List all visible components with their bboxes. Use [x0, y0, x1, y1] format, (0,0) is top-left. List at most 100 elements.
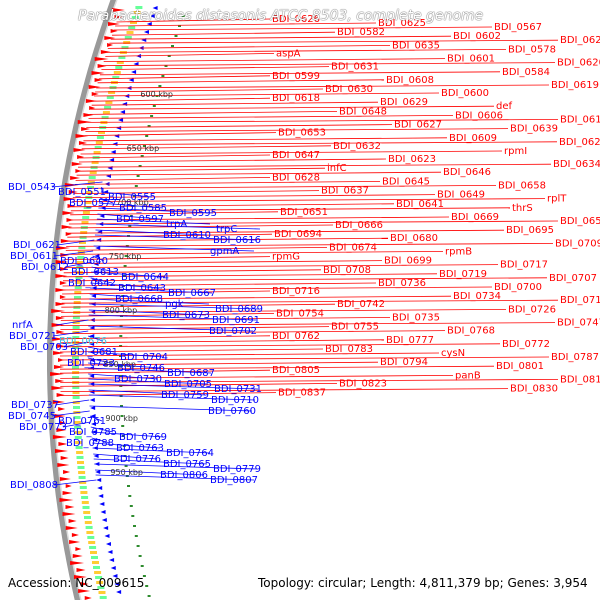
forward-gene-label[interactable]: BDI_0582: [337, 27, 385, 38]
reverse-gene-label[interactable]: BDI_0710: [211, 395, 259, 406]
forward-gene-label[interactable]: BDI_0651: [280, 207, 328, 218]
forward-gene-label[interactable]: thrS: [512, 203, 533, 214]
reverse-gene-label[interactable]: gpmA: [210, 246, 239, 257]
reverse-gene-label[interactable]: BDI_0668: [115, 294, 163, 305]
forward-gene-label[interactable]: BDI_0649: [437, 190, 485, 201]
reverse-gene-label[interactable]: BDI_0681: [70, 347, 118, 358]
reverse-gene-label[interactable]: BDI_0611: [10, 251, 58, 262]
forward-gene-label[interactable]: BDI_0837: [278, 388, 326, 399]
forward-gene-label[interactable]: BDI_0694: [274, 229, 322, 240]
forward-gene-label[interactable]: BDI_0601: [447, 54, 495, 65]
forward-gene-label[interactable]: BDI_0624: [560, 35, 600, 46]
forward-gene-label[interactable]: BDI_0631: [331, 62, 379, 73]
forward-gene-label[interactable]: rpmG: [272, 252, 300, 263]
forward-gene-label[interactable]: BDI_0762: [272, 331, 320, 342]
forward-gene-label[interactable]: BDI_0711: [560, 295, 600, 306]
forward-gene-label[interactable]: BDI_0814: [560, 374, 600, 385]
forward-gene-label[interactable]: BDI_0674: [329, 242, 377, 253]
reverse-gene-label[interactable]: BDI_0643: [118, 283, 166, 294]
reverse-gene-label[interactable]: BDI_0577: [69, 198, 117, 209]
forward-gene-label[interactable]: BDI_0584: [502, 67, 550, 78]
forward-gene-label[interactable]: def: [496, 101, 513, 112]
reverse-gene-label[interactable]: BDI_0731: [214, 384, 262, 395]
forward-gene-label[interactable]: BDI_0772: [502, 339, 550, 350]
forward-gene-label[interactable]: BDI_0567: [494, 22, 542, 33]
reverse-gene-label[interactable]: BDI_0761: [58, 416, 106, 427]
reverse-gene-label[interactable]: BDI_0610: [163, 230, 211, 241]
reverse-gene-label[interactable]: BDI_0691: [212, 315, 260, 326]
reverse-gene-label[interactable]: trpA: [166, 219, 187, 230]
reverse-gene-label[interactable]: BDI_0642: [68, 278, 116, 289]
forward-gene-label[interactable]: BDI_0666: [335, 220, 383, 231]
reverse-gene-label[interactable]: BDI_0807: [210, 475, 258, 486]
forward-gene-label[interactable]: BDI_0658: [498, 180, 546, 191]
reverse-gene-label[interactable]: nrfA: [12, 320, 33, 331]
forward-gene-label[interactable]: BDI_0719: [439, 269, 487, 280]
forward-gene-label[interactable]: BDI_0768: [447, 326, 495, 337]
forward-gene-label[interactable]: BDI_0659: [560, 216, 600, 227]
forward-gene-label[interactable]: BDI_0626: [272, 14, 320, 25]
reverse-gene-label[interactable]: BDI_0676: [59, 336, 107, 347]
forward-gene-label[interactable]: BDI_0635: [392, 40, 440, 51]
forward-gene-label[interactable]: BDI_0742: [337, 299, 385, 310]
reverse-gene-label[interactable]: BDI_0806: [160, 470, 208, 481]
forward-gene-label[interactable]: rpmI: [504, 146, 527, 157]
forward-gene-label[interactable]: BDI_0617: [560, 114, 600, 125]
forward-gene-label[interactable]: BDI_0602: [453, 31, 501, 42]
reverse-gene-label[interactable]: BDI_0640: [60, 256, 108, 267]
reverse-gene-label[interactable]: BDI_0769: [119, 432, 167, 443]
reverse-gene-label[interactable]: BDI_0673: [162, 310, 210, 321]
forward-gene-label[interactable]: BDI_0707: [549, 273, 597, 284]
forward-gene-label[interactable]: BDI_0618: [272, 93, 320, 104]
forward-gene-label[interactable]: BDI_0801: [496, 361, 544, 372]
forward-gene-label[interactable]: BDI_0680: [390, 233, 438, 244]
forward-gene-label[interactable]: BDI_0717: [500, 260, 548, 271]
reverse-gene-label[interactable]: BDI_0776: [113, 454, 161, 465]
reverse-gene-label[interactable]: BDI_0644: [121, 272, 169, 283]
forward-gene-label[interactable]: BDI_0647: [272, 150, 320, 161]
reverse-gene-label[interactable]: BDI_0746: [117, 363, 165, 374]
forward-gene-label[interactable]: BDI_0599: [272, 71, 320, 82]
reverse-gene-label[interactable]: BDI_0788: [66, 438, 114, 449]
forward-gene-label[interactable]: BDI_0629: [380, 97, 428, 108]
reverse-gene-label[interactable]: BDI_0721: [9, 331, 57, 342]
forward-gene-label[interactable]: BDI_0648: [339, 106, 387, 117]
forward-gene-label[interactable]: BDI_0716: [272, 286, 320, 297]
reverse-gene-label[interactable]: trpC: [216, 224, 237, 235]
reverse-gene-label[interactable]: BDI_0760: [208, 406, 256, 417]
forward-gene-label[interactable]: BDI_0734: [453, 291, 501, 302]
forward-gene-label[interactable]: BDI_0632: [333, 141, 381, 152]
forward-gene-label[interactable]: BDI_0736: [378, 278, 426, 289]
forward-gene-label[interactable]: BDI_0645: [382, 176, 430, 187]
reverse-gene-label[interactable]: BDI_0705: [164, 379, 212, 390]
forward-gene-label[interactable]: rplT: [547, 194, 567, 205]
reverse-gene-label[interactable]: BDI_0745: [8, 411, 56, 422]
forward-gene-label[interactable]: BDI_0606: [455, 110, 503, 121]
forward-gene-label[interactable]: BDI_0622: [559, 137, 600, 148]
reverse-gene-label[interactable]: BDI_0597: [116, 214, 164, 225]
forward-gene-label[interactable]: BDI_0639: [510, 124, 558, 135]
forward-gene-label[interactable]: BDI_0700: [494, 282, 542, 293]
forward-gene-label[interactable]: BDI_0627: [394, 120, 442, 131]
forward-gene-label[interactable]: aspA: [276, 48, 301, 59]
reverse-gene-label[interactable]: BDI_0543: [8, 182, 56, 193]
forward-gene-label[interactable]: BDI_0794: [380, 357, 428, 368]
forward-gene-label[interactable]: BDI_0755: [331, 322, 379, 333]
forward-gene-label[interactable]: BDI_0609: [449, 133, 497, 144]
forward-gene-label[interactable]: BDI_0653: [278, 128, 326, 139]
reverse-gene-label[interactable]: BDI_0667: [168, 288, 216, 299]
reverse-gene-label[interactable]: BDI_0730: [114, 374, 162, 385]
forward-gene-label[interactable]: BDI_0754: [276, 308, 324, 319]
reverse-gene-label[interactable]: BDI_0773: [19, 422, 67, 433]
forward-gene-label[interactable]: BDI_0646: [443, 167, 491, 178]
forward-gene-label[interactable]: BDI_0708: [323, 265, 371, 276]
forward-gene-label[interactable]: BDI_0578: [508, 44, 556, 55]
reverse-gene-label[interactable]: BDI_0551: [58, 187, 106, 198]
reverse-gene-label[interactable]: BDI_0585: [119, 203, 167, 214]
forward-gene-label[interactable]: BDI_0637: [321, 186, 369, 197]
reverse-gene-label[interactable]: BDI_0737: [11, 400, 59, 411]
forward-gene-label[interactable]: BDI_0787: [551, 352, 599, 363]
reverse-gene-label[interactable]: BDI_0621: [13, 240, 61, 251]
reverse-gene-label[interactable]: BDI_0613: [71, 267, 119, 278]
reverse-gene-label[interactable]: BDI_0808: [10, 480, 58, 491]
